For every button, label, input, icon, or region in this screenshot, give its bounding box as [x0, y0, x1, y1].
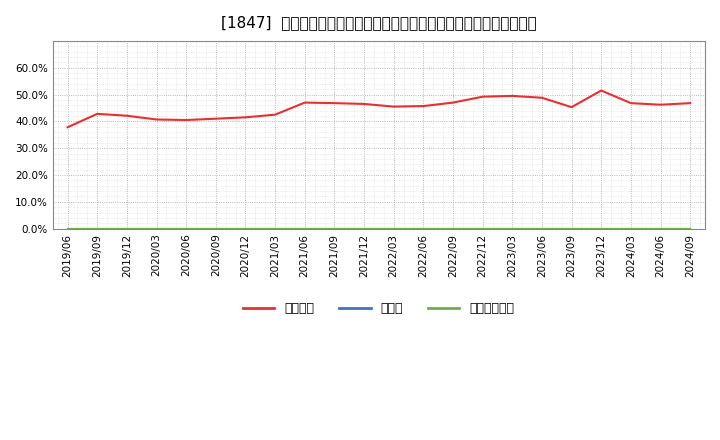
Title: [1847]  自己資本、のれん、繰延税金資産の総資産に対する比率の推移: [1847] 自己資本、のれん、繰延税金資産の総資産に対する比率の推移 [221, 15, 536, 30]
Legend: 自己資本, のれん, 繰延税金資産: 自己資本, のれん, 繰延税金資産 [238, 297, 520, 320]
